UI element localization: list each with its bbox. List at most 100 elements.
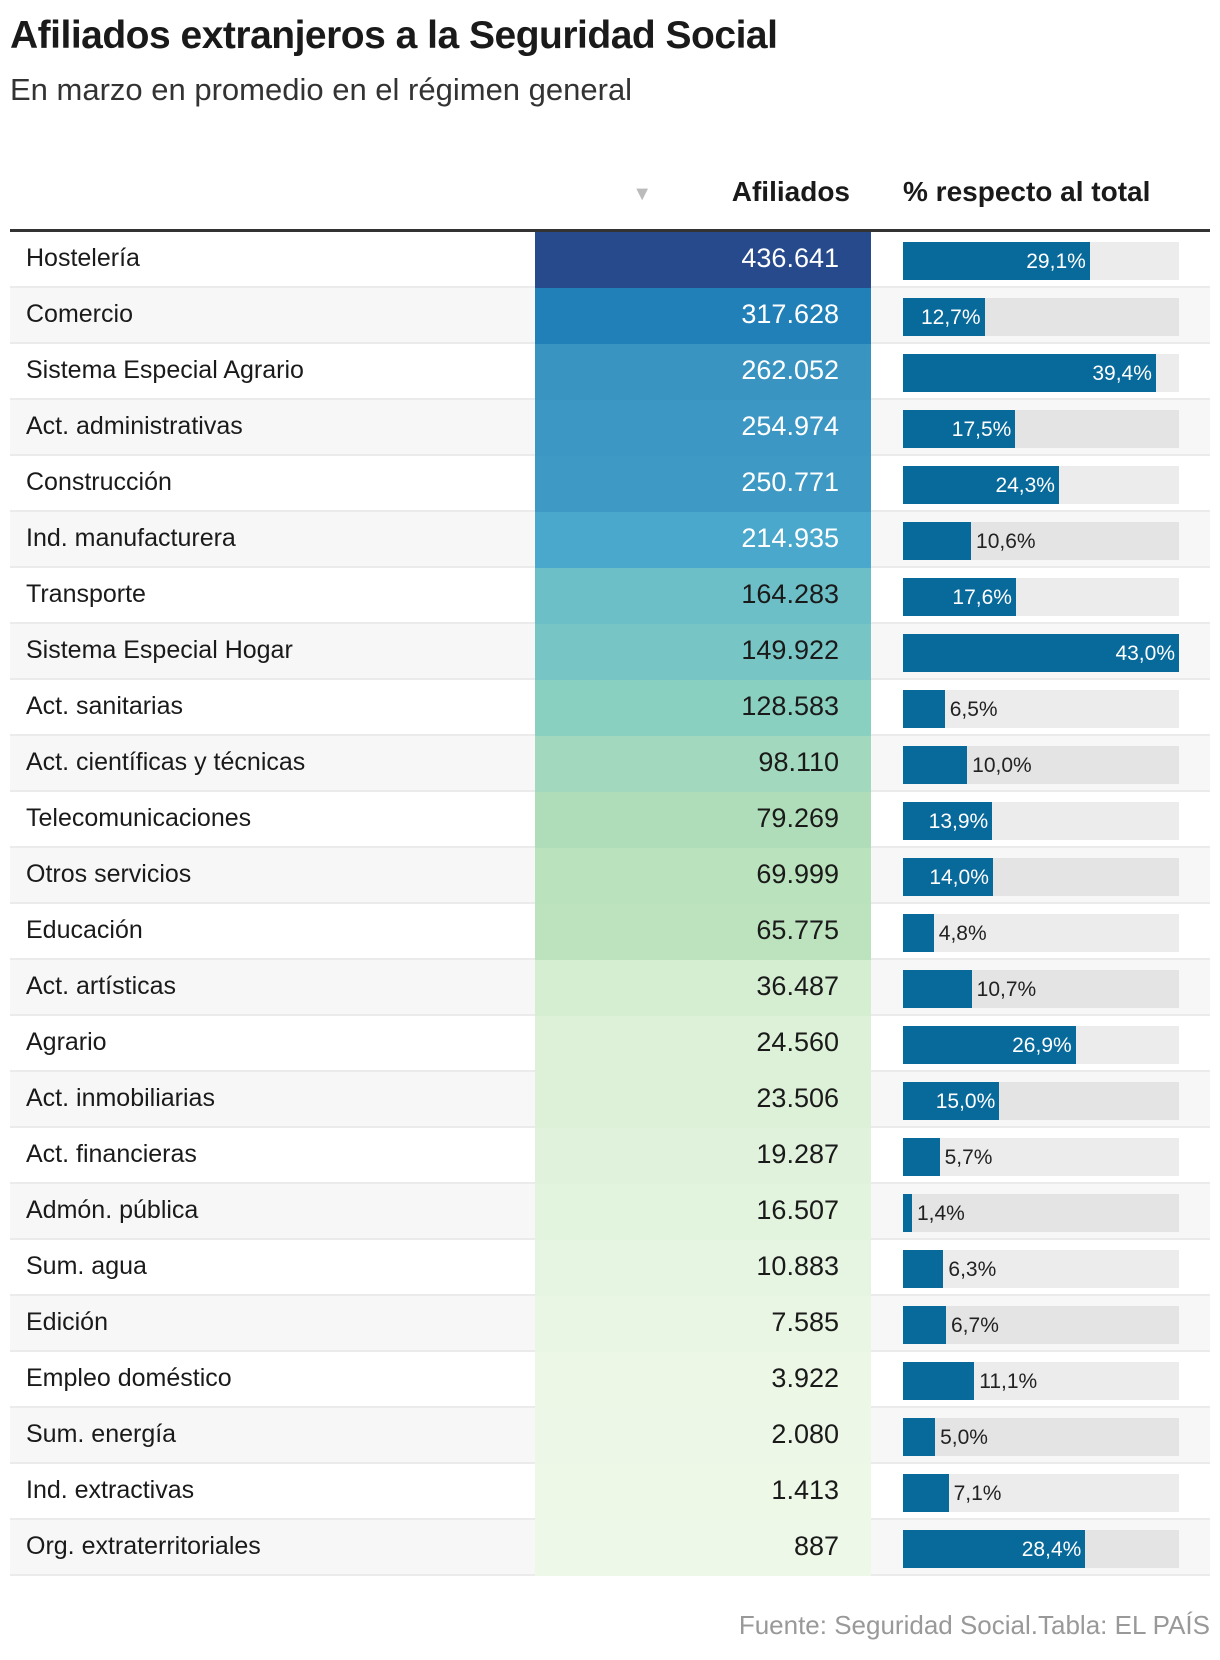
pct-label: 5,7% [944, 1146, 993, 1169]
heatmap-cell: 1.413 [535, 1464, 871, 1520]
pct-label: 15,0% [935, 1090, 996, 1113]
bar [903, 1026, 1076, 1064]
bar [903, 914, 934, 952]
afiliados-value: 36.487 [756, 971, 839, 1001]
afiliados-value: 128.583 [741, 691, 839, 721]
bar-track: 6,3% [903, 1250, 1179, 1288]
table-row: Ind. extractivas 1.413 7,1% [10, 1464, 1210, 1520]
pct-label: 17,5% [951, 418, 1012, 441]
pct-label: 10,0% [972, 754, 1032, 777]
heatmap-cell: 2.080 [535, 1408, 871, 1464]
pct-label: 5,0% [940, 1426, 988, 1449]
heatmap-cell: 3.922 [535, 1352, 871, 1408]
heatmap-cell: 149.922 [535, 624, 871, 680]
column-header-pct[interactable]: % respecto al total [903, 176, 1151, 207]
pct-label: 26,9% [1012, 1034, 1072, 1057]
row-label: Org. extraterritoriales [26, 1532, 261, 1560]
table-row: Empleo doméstico 3.922 11,1% [10, 1352, 1210, 1408]
triangle-down-icon[interactable]: ▼ [632, 183, 652, 205]
afiliados-value: 317.628 [741, 299, 839, 329]
heatmap-cell: 19.287 [535, 1128, 871, 1184]
table-row: Sistema Especial Agrario 262.052 39,4% [10, 344, 1210, 400]
heatmap-cell: 69.999 [535, 848, 871, 904]
bar [903, 1530, 1086, 1568]
pct-label: 4,8% [938, 922, 987, 945]
row-label: Ind. manufacturera [26, 524, 236, 552]
table-row: Sum. energía 2.080 5,0% [10, 1408, 1210, 1464]
afiliados-value: 262.052 [741, 355, 839, 385]
row-label: Act. financieras [26, 1140, 197, 1168]
bar-track: 4,8% [903, 914, 1179, 952]
bar [903, 690, 945, 728]
bar-track: 6,5% [903, 690, 1179, 728]
table-row: Sistema Especial Hogar 149.922 43,0% [10, 624, 1210, 680]
heatmap-cell: 7.585 [535, 1296, 871, 1352]
table-body: Hostelería 436.641 29,1% Comercio 317.628 12,… [10, 232, 1210, 1576]
bar-track: 26,9% [903, 1026, 1179, 1064]
row-label: Transporte [26, 580, 146, 608]
table-row: Org. extraterritoriales 887 28,4% [10, 1520, 1210, 1576]
bar [903, 578, 1016, 616]
row-label: Hostelería [26, 244, 140, 272]
table-row: Sum. agua 10.883 6,3% [10, 1240, 1210, 1296]
heatmap-cell: 36.487 [535, 960, 871, 1016]
column-header-afiliados[interactable]: Afiliados [731, 176, 850, 207]
bar [903, 1362, 975, 1400]
bar-track: 17,5% [903, 410, 1179, 448]
afiliados-value: 98.110 [758, 747, 839, 777]
pct-label: 1,4% [916, 1202, 965, 1225]
heatmap-cell: 254.974 [535, 400, 871, 456]
bar-track: 17,6% [903, 578, 1179, 616]
afiliados-value: 7.585 [771, 1307, 839, 1337]
pct-label: 12,7% [920, 306, 981, 329]
heatmap-cell: 317.628 [535, 288, 871, 344]
pct-label: 43,0% [1115, 642, 1175, 665]
bar [903, 634, 1179, 672]
row-label: Otros servicios [26, 860, 192, 888]
table-row: Act. sanitarias 128.583 6,5% [10, 680, 1210, 736]
afiliados-value: 19.287 [756, 1139, 839, 1169]
bar [903, 746, 968, 784]
table-row: Edición 7.585 6,7% [10, 1296, 1210, 1352]
bar [903, 1474, 949, 1512]
header-divider [10, 229, 1210, 232]
heatmap-cell: 10.883 [535, 1240, 871, 1296]
pct-label: 17,6% [952, 586, 1012, 609]
bar [903, 410, 1016, 448]
row-label: Ind. extractivas [26, 1476, 195, 1504]
bar-track: 1,4% [903, 1194, 1179, 1232]
table-row: Construcción 250.771 24,3% [10, 456, 1210, 512]
row-label: Admón. pública [26, 1196, 199, 1224]
row-label: Sistema Especial Hogar [26, 636, 293, 664]
table-row: Ind. manufacturera 214.935 10,6% [10, 512, 1210, 568]
afiliados-value: 1.413 [771, 1475, 839, 1505]
pct-label: 28,4% [1021, 1538, 1082, 1561]
bar [903, 858, 993, 896]
bar-track: 13,9% [903, 802, 1179, 840]
bar [903, 522, 972, 560]
bar [903, 1418, 936, 1456]
bar-track: 15,0% [903, 1082, 1179, 1120]
bar-track: 5,7% [903, 1138, 1179, 1176]
bar-track: 6,7% [903, 1306, 1179, 1344]
afiliados-value: 164.283 [741, 579, 839, 609]
heatmap-cell: 24.560 [535, 1016, 871, 1072]
bar [903, 970, 972, 1008]
bar-track: 7,1% [903, 1474, 1179, 1512]
pct-label: 10,6% [976, 530, 1036, 553]
afiliados-value: 149.922 [741, 635, 839, 665]
table-row: Act. administrativas 254.974 17,5% [10, 400, 1210, 456]
heatmap-cell: 436.641 [535, 232, 871, 288]
afiliados-value: 65.775 [756, 915, 839, 945]
table-row: Act. artísticas 36.487 10,7% [10, 960, 1210, 1016]
afiliados-value: 10.883 [756, 1251, 839, 1281]
chart-subtitle: En marzo en promedio en el régimen gener… [10, 72, 633, 107]
row-label: Empleo doméstico [26, 1364, 232, 1392]
heatmap-cell: 65.775 [535, 904, 871, 960]
heatmap-cell: 23.506 [535, 1072, 871, 1128]
row-label: Educación [26, 916, 143, 944]
table-row: Otros servicios 69.999 14,0% [10, 848, 1210, 904]
table-row: Act. científicas y técnicas 98.110 10,0% [10, 736, 1210, 792]
bar [903, 354, 1156, 392]
table-row: Telecomunicaciones 79.269 13,9% [10, 792, 1210, 848]
